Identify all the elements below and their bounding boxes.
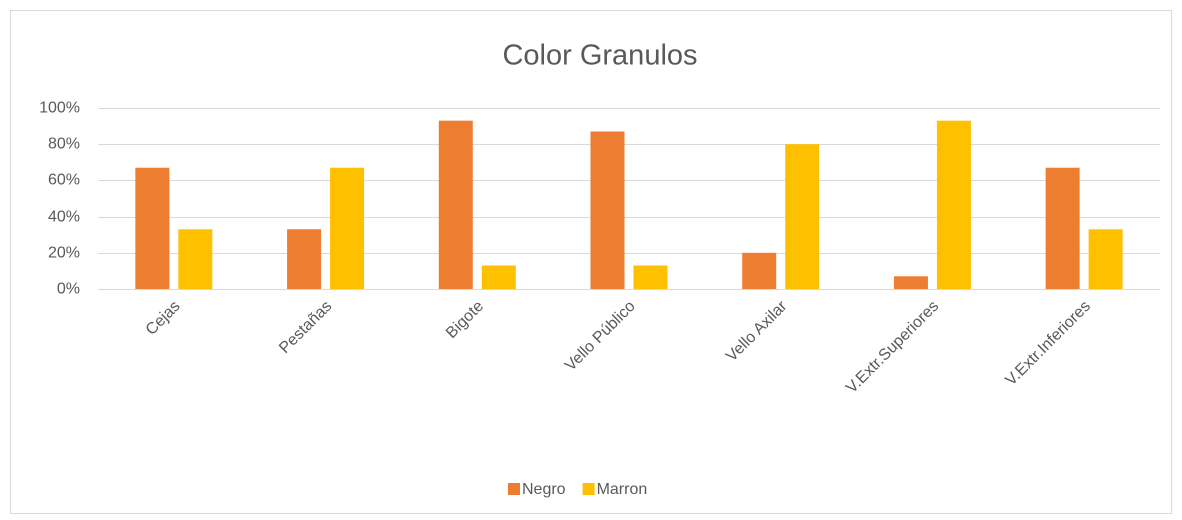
bar	[481, 265, 516, 289]
bar	[893, 276, 928, 289]
y-tick-label: 20%	[48, 245, 80, 262]
bar	[633, 265, 668, 289]
bar	[438, 120, 473, 289]
bar	[590, 131, 625, 289]
y-tick-label: 80%	[48, 136, 80, 153]
y-tick-label: 40%	[48, 209, 80, 226]
bar	[936, 120, 971, 289]
legend-swatch	[508, 483, 520, 495]
legend-swatch	[582, 483, 595, 495]
bar	[742, 252, 777, 289]
legend-label: Marron	[597, 481, 648, 498]
bar	[287, 229, 322, 289]
bar	[135, 167, 170, 289]
y-tick-label: 60%	[48, 172, 80, 189]
bar	[1045, 167, 1080, 289]
legend-label: Negro	[522, 481, 566, 498]
bar	[785, 144, 820, 289]
bar	[330, 167, 365, 289]
bar	[1088, 229, 1123, 289]
y-tick-label: 0%	[57, 281, 80, 298]
y-tick-label: 100%	[39, 100, 80, 117]
chart-title: Color Granulos	[502, 40, 697, 72]
bar	[178, 229, 213, 289]
